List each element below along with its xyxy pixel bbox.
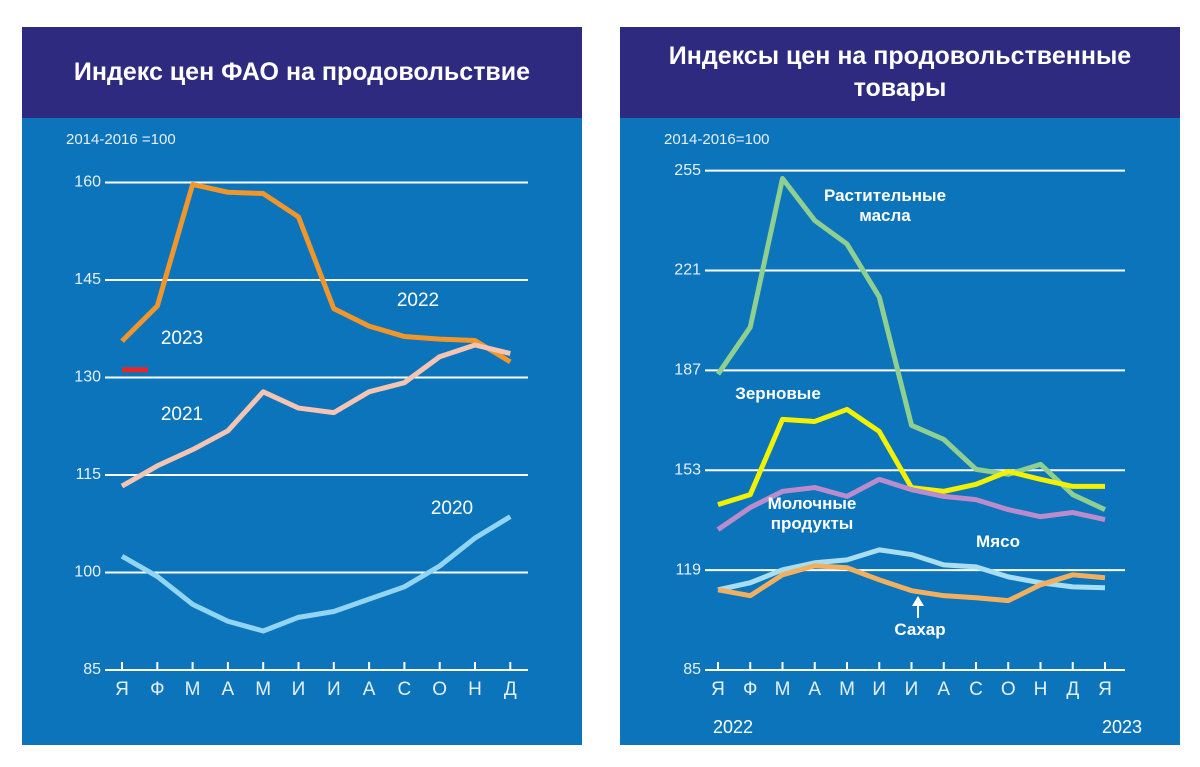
series-label: Зерновые <box>735 384 821 403</box>
series-line <box>120 342 511 489</box>
series-label: 2021 <box>160 404 204 425</box>
year-label: 2023 <box>1102 717 1142 737</box>
series-label: Сахар <box>894 620 946 639</box>
x-tick-label: А <box>222 679 235 700</box>
series-line <box>717 563 1106 604</box>
y-tick-label: 145 <box>74 271 101 288</box>
x-tick-label: Я <box>1098 679 1112 700</box>
arrow-head <box>912 596 924 606</box>
subtitle: 2014-2016=100 <box>664 131 770 148</box>
x-tick-label: А <box>363 679 376 700</box>
series-label: 2020 <box>430 498 474 519</box>
subtitle: 2014-2016 =100 <box>66 131 176 148</box>
x-tick-label: Ф <box>150 679 164 700</box>
y-tick-label: 221 <box>674 262 701 279</box>
x-tick-label: О <box>432 679 447 700</box>
year-label: 2022 <box>713 717 753 737</box>
x-tick-label: М <box>839 679 855 700</box>
x-tick-label: О <box>1001 679 1016 700</box>
x-tick-label: А <box>808 679 821 700</box>
y-tick-label: 130 <box>74 369 101 386</box>
series-label: 2023 <box>160 328 204 349</box>
y-tick-label: 85 <box>683 661 701 678</box>
x-tick-label: И <box>327 679 341 700</box>
x-tick-label: М <box>775 679 791 700</box>
y-tick-label: 115 <box>75 466 101 483</box>
x-tick-label: Ф <box>743 679 757 700</box>
series-line <box>120 181 512 365</box>
x-tick-label: Н <box>1034 679 1048 700</box>
series-line <box>120 514 512 634</box>
y-tick-label: 153 <box>674 461 701 478</box>
x-tick-label: Д <box>504 679 517 700</box>
x-tick-label: Я <box>711 679 725 700</box>
y-tick-label: 100 <box>74 564 101 581</box>
x-tick-label: М <box>255 679 271 700</box>
series-label: 2022 <box>396 290 440 311</box>
chart-title: Индекс цен ФАО на продовольствие <box>73 57 531 86</box>
series-line <box>716 476 1106 532</box>
x-tick-label: Н <box>468 679 482 700</box>
panel <box>22 27 582 745</box>
x-tick-label: С <box>969 679 983 700</box>
x-tick-label: Я <box>115 679 129 700</box>
series-label: Мясо <box>976 532 1020 551</box>
y-tick-label: 119 <box>675 561 701 578</box>
chart-title: Индексы цен на продовольственные товары <box>668 42 1132 102</box>
x-tick-label: И <box>292 679 306 700</box>
y-tick-label: 160 <box>74 174 101 191</box>
y-tick-label: 255 <box>674 162 701 179</box>
y-tick-label: 85 <box>83 661 101 678</box>
panel-header <box>22 27 582 118</box>
y-tick-label: 187 <box>674 362 701 379</box>
series-label: Растительные масла <box>823 186 947 225</box>
x-tick-label: А <box>937 679 950 700</box>
x-tick-label: С <box>398 679 412 700</box>
x-tick-label: Д <box>1066 679 1079 700</box>
series-label: Молочные продукты <box>767 494 857 533</box>
series-line <box>715 175 1107 512</box>
x-tick-label: М <box>185 679 201 700</box>
x-tick-label: И <box>905 679 919 700</box>
x-tick-label: И <box>872 679 886 700</box>
panel-header <box>620 27 1180 118</box>
